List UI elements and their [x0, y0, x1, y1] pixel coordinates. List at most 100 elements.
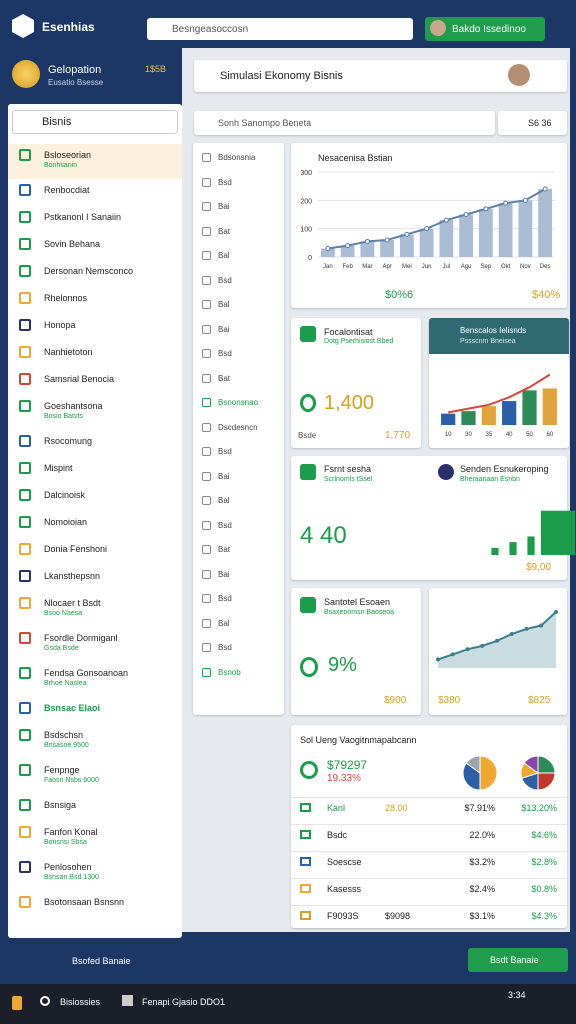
sidebar-item[interactable]: Pstkanonl I Sanaiin [44, 212, 122, 222]
trend-right: $40% [532, 289, 561, 301]
main-search[interactable] [194, 111, 495, 135]
filter-label[interactable]: Bal [218, 496, 230, 505]
sidebar-item[interactable]: Fendsa Gonsoanoan [44, 668, 129, 678]
filter-box[interactable] [202, 643, 211, 652]
sidebar-search[interactable] [12, 110, 178, 134]
filter-label[interactable]: Bsd [218, 349, 232, 358]
sidebar-item[interactable]: Rhelonnos [44, 293, 88, 303]
sidebar-item[interactable]: Donia Fenshoni [44, 544, 108, 554]
start-icon[interactable] [12, 996, 22, 1010]
filter-box[interactable] [202, 496, 211, 505]
row-a: 28.00 [385, 803, 408, 813]
sidebar-item[interactable]: Bsotonsaan Bsnsnn [44, 897, 125, 907]
sidebar-item[interactable]: Lkansthepsnn [44, 571, 101, 581]
filter-label[interactable]: Bal [218, 251, 230, 260]
filter-label[interactable]: Bdsonsnia [218, 153, 256, 162]
filter-label[interactable]: Bat [218, 373, 231, 383]
item-icon [19, 570, 31, 582]
sidebar-item[interactable]: Bsdschsn [44, 730, 84, 740]
search-icon[interactable] [40, 996, 50, 1006]
card-d-glyph [300, 657, 318, 677]
filter-label[interactable]: Bsnonsnao [218, 398, 259, 407]
taskbar-app[interactable]: Fenapi Gjasio DDO1 [142, 997, 226, 1007]
filter-label[interactable]: Bsnob [218, 667, 241, 677]
filter-box[interactable] [202, 226, 211, 236]
filter-box[interactable] [202, 202, 211, 211]
filter-label[interactable]: Bsd [218, 520, 232, 530]
filter-box[interactable] [202, 422, 211, 432]
filter-box[interactable] [202, 594, 211, 603]
sidebar-item[interactable]: Honopa [44, 320, 76, 330]
filter-box[interactable] [202, 569, 211, 579]
sidebar-item[interactable]: Sovin Behana [44, 239, 101, 249]
sidebar-item[interactable]: Dalcinoisk [44, 490, 86, 500]
row-b: $7.91% [464, 803, 495, 813]
filter-box[interactable] [202, 471, 211, 481]
sidebar-item[interactable]: Bsnsac Elaoi [44, 703, 101, 713]
sidebar-item[interactable]: Penlosohen [44, 862, 92, 872]
search-box[interactable] [147, 18, 413, 40]
filter-box[interactable] [202, 398, 211, 407]
app-icon[interactable] [122, 995, 133, 1006]
action-button[interactable] [468, 948, 568, 972]
search-tag-box[interactable] [498, 111, 567, 135]
filter-box[interactable] [202, 520, 211, 530]
sidebar-item[interactable]: Fanfon Konal [44, 827, 98, 837]
user-avatar[interactable] [508, 64, 530, 86]
item-icon [19, 597, 31, 609]
sidebar-item[interactable]: Fsordle Dormiganl [44, 633, 118, 643]
sidebar-item[interactable]: Nanhietoton [44, 347, 93, 357]
sidebar-item[interactable]: Bsnsiga [44, 800, 77, 810]
filter-label[interactable]: Bal [218, 300, 230, 309]
filter-box[interactable] [202, 447, 211, 456]
filter-box[interactable] [202, 373, 211, 383]
sidebar-item[interactable]: Renbocdiat [44, 185, 90, 195]
sidebar-item-sub: Bosio Batvts [44, 413, 83, 420]
sidebar-item[interactable]: Mispint [44, 463, 73, 473]
sidebar-item-sub: Brhoe Naslea [44, 680, 87, 687]
sidebar-item[interactable]: Nomoioian [44, 517, 88, 527]
filter-box[interactable] [202, 300, 211, 309]
filter-box[interactable] [202, 618, 211, 628]
sidebar-item[interactable]: Fenpnge [44, 765, 80, 775]
sidebar-item-sub: Bnsasoe 9500 [44, 742, 89, 749]
filter-label[interactable]: Bsd [218, 447, 232, 456]
sidebar-search-text: Bisnis [42, 116, 72, 128]
sidebar-item-sub: Bsnsan Bsd 1300 [44, 874, 99, 881]
sidebar-item[interactable]: Samsrial Benocia [44, 374, 115, 384]
filter-label[interactable]: Bal [218, 618, 230, 628]
brand: Esenhias [42, 20, 95, 34]
sidebar-item[interactable]: Bsloseorian [44, 150, 92, 160]
filter-label[interactable]: Bai [218, 324, 230, 334]
filter-label[interactable]: Bat [218, 226, 231, 236]
filter-label[interactable]: Bat [218, 545, 231, 554]
filter-box[interactable] [202, 153, 211, 162]
filter-box[interactable] [202, 251, 211, 260]
sidebar-footer[interactable]: Bsofed Banaie [72, 956, 131, 966]
filter-label[interactable]: Bai [218, 569, 230, 579]
filter-label[interactable]: Bsd [218, 275, 232, 285]
card-d-sub: Bsaxeonmsn Baoseoa [324, 609, 395, 616]
taskbar-start[interactable]: Bisiossies [60, 997, 101, 1007]
filter-label[interactable]: Dscdesncn [218, 422, 258, 432]
sidebar-item[interactable]: Nlocaer t Bsdt [44, 598, 101, 608]
trend-left: $0%6 [385, 289, 414, 301]
balance-title: Gelopation [48, 64, 102, 76]
sidebar-panel [8, 104, 182, 938]
sidebar-item[interactable]: Rsocomung [44, 436, 93, 446]
filter-box[interactable] [202, 349, 211, 358]
filter-box[interactable] [202, 545, 211, 554]
filter-box[interactable] [202, 275, 211, 285]
sidebar-item[interactable]: Dersonan Nemsconco [44, 266, 134, 276]
filter-label[interactable]: Bsd [218, 177, 232, 187]
sidebar-item[interactable]: Goeshantsona [44, 401, 103, 411]
filter-box[interactable] [202, 324, 211, 334]
filter-label[interactable]: Bai [218, 202, 230, 211]
filter-box[interactable] [202, 177, 211, 187]
filter-box[interactable] [202, 667, 211, 677]
filter-label[interactable]: Bai [218, 471, 230, 481]
filter-label[interactable]: Bsd [218, 594, 232, 603]
row-divider [291, 878, 567, 879]
avatar [430, 20, 446, 36]
filter-label[interactable]: Bsd [218, 643, 232, 652]
